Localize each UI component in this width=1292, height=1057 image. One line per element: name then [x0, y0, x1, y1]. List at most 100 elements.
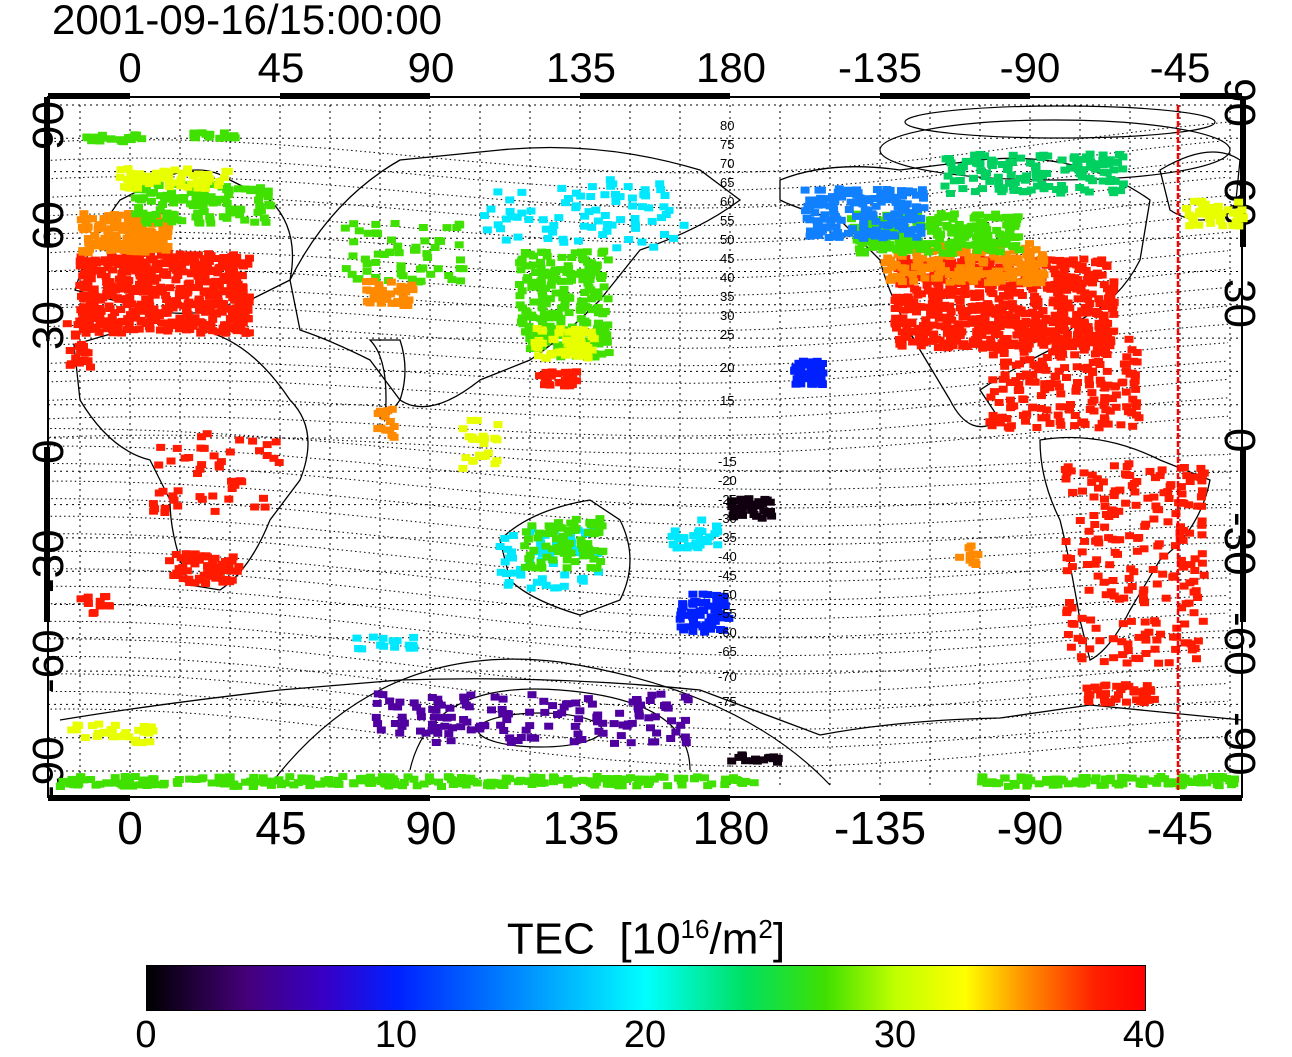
tec-cell — [584, 545, 594, 553]
tec-cell — [632, 696, 641, 704]
tec-cell — [201, 552, 211, 560]
tec-cell — [657, 214, 666, 222]
tec-cell — [395, 729, 405, 737]
tec-cell — [644, 714, 654, 722]
tec-cell — [1091, 165, 1101, 173]
tec-cell — [173, 502, 183, 510]
tec-cell — [1000, 371, 1010, 379]
tec-cell — [877, 225, 887, 233]
tec-cell — [558, 532, 568, 540]
tec-cell — [99, 728, 109, 736]
tec-cell — [1189, 473, 1199, 481]
magnetic-contour-line — [47, 515, 1229, 564]
tec-cell — [919, 194, 928, 202]
tec-cell — [1074, 325, 1084, 333]
tec-cell — [383, 407, 393, 415]
tec-cell — [1100, 398, 1110, 406]
tec-cell — [1187, 646, 1197, 654]
tec-cell — [262, 452, 272, 459]
tec-cell — [110, 237, 120, 245]
tec-cell — [988, 376, 998, 384]
tec-cell — [557, 184, 567, 192]
tec-cell — [454, 241, 464, 249]
tec-cell — [1084, 326, 1094, 334]
tec-cell — [982, 779, 992, 787]
tec-cell — [1024, 340, 1034, 348]
tec-cell — [1066, 259, 1076, 267]
tec-cell — [1118, 780, 1128, 788]
tec-cell — [153, 266, 163, 273]
tec-cell — [1062, 342, 1072, 350]
tec-cell — [1046, 336, 1056, 344]
tec-cell — [988, 251, 998, 259]
tec-cell — [627, 194, 637, 202]
tec-cell — [899, 222, 909, 230]
tec-cell — [115, 136, 125, 144]
tec-cell — [1055, 314, 1065, 322]
tec-cell — [1112, 682, 1122, 690]
tec-cell — [333, 776, 343, 784]
tec-cell — [126, 169, 136, 177]
tec-cell — [1059, 403, 1069, 411]
tec-cell — [901, 215, 911, 223]
tec-cell — [210, 507, 220, 515]
bottom-lon-tick: 135 — [542, 802, 620, 854]
tec-cell — [81, 349, 91, 357]
tec-cell — [1014, 381, 1024, 388]
tec-cell — [1036, 392, 1046, 400]
tec-cell — [431, 739, 441, 746]
tec-cell — [193, 214, 203, 222]
tec-cell — [610, 739, 619, 747]
tec-cell — [553, 370, 563, 378]
tec-cell — [223, 256, 233, 264]
tec-cell — [566, 519, 576, 527]
tec-cell — [446, 737, 456, 745]
tec-cell — [141, 295, 151, 303]
tec-cell — [76, 595, 86, 603]
tec-cell — [949, 177, 959, 185]
tec-cell — [122, 268, 132, 276]
tec-cell — [539, 779, 549, 787]
tec-cell — [895, 239, 905, 247]
tec-cell — [1184, 501, 1194, 509]
tec-cell — [570, 558, 580, 566]
tec-cell — [527, 522, 537, 530]
tec-cell — [506, 738, 516, 746]
tec-cell — [870, 232, 880, 240]
tec-cell — [255, 202, 265, 210]
tec-cell — [129, 220, 139, 228]
contour-label: 45 — [720, 251, 734, 266]
tec-cell — [590, 781, 600, 789]
tec-cell — [1099, 168, 1109, 176]
bottom-lon-tick: -135 — [833, 802, 927, 854]
tec-cell — [201, 287, 211, 295]
colorbar-label-main: TEC — [506, 914, 595, 964]
tec-cell — [558, 538, 568, 546]
tec-cell — [117, 269, 127, 277]
tec-cell — [1110, 548, 1120, 556]
tec-cell — [458, 265, 468, 273]
tec-cell — [1159, 552, 1169, 560]
tec-cell — [1148, 566, 1158, 573]
tec-cell — [1105, 774, 1115, 782]
tec-cell — [513, 233, 523, 241]
tec-cell — [1000, 358, 1009, 366]
tec-cell — [825, 202, 835, 210]
tec-cell — [123, 165, 133, 173]
tec-cell — [860, 249, 869, 257]
tec-cell — [926, 257, 936, 265]
tec-cell — [204, 133, 214, 141]
tec-cell — [986, 283, 995, 291]
tec-cell — [944, 315, 954, 323]
tec-cell — [1107, 395, 1117, 403]
tec-cell — [517, 314, 527, 322]
tec-cell — [565, 539, 575, 547]
tec-cell — [500, 534, 510, 542]
tec-cell — [1081, 779, 1091, 787]
tec-cell — [1067, 620, 1077, 627]
tec-cell — [154, 489, 164, 497]
tec-cell — [1064, 282, 1074, 290]
tec-cell — [583, 695, 593, 703]
tec-cell — [1070, 282, 1080, 290]
tec-cell — [1079, 418, 1089, 426]
